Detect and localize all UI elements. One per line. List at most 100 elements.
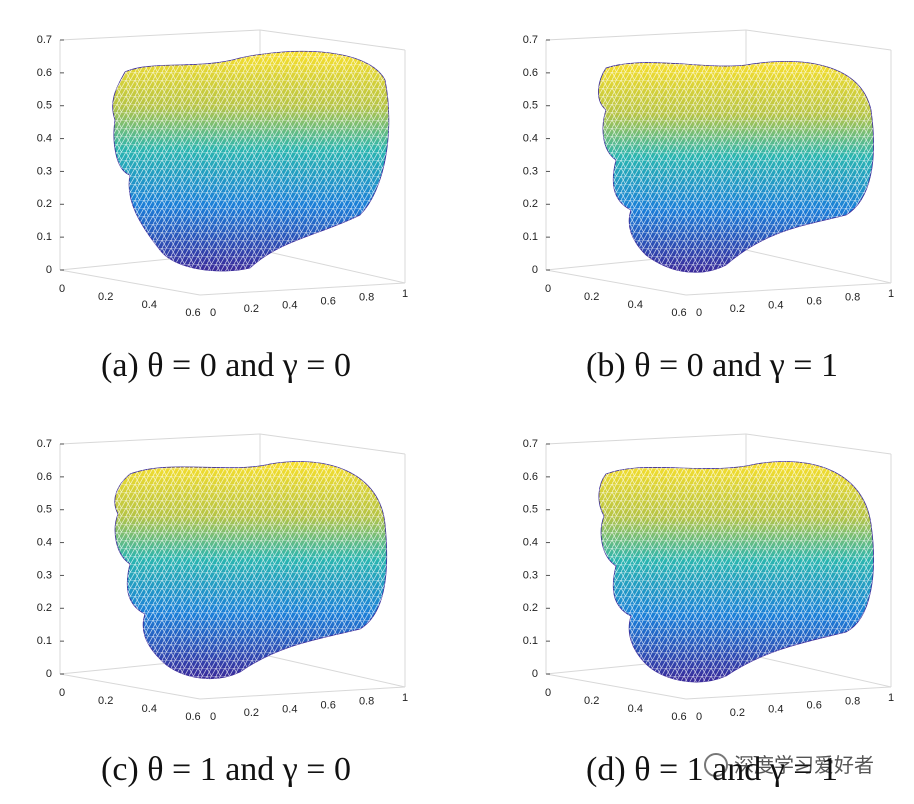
y-tick-label: 1 (888, 692, 894, 704)
z-tick-label: 0.7 (37, 34, 52, 46)
z-tick-label: 0 (532, 668, 538, 680)
watermark: 深度学习爱好者 (704, 753, 874, 777)
y-tick-label: 0.8 (359, 696, 374, 708)
x-tick-label: 0 (545, 687, 551, 699)
y-tick-label: 0 (210, 711, 216, 723)
y-tick-label: 0 (210, 307, 216, 319)
caption: (b) θ = 0 and γ = 1 (586, 347, 838, 384)
y-tick-label: 0.8 (845, 696, 860, 708)
z-tick-label: 0.2 (37, 198, 52, 210)
z-tick-label: 0.5 (37, 504, 52, 516)
z-tick-label: 0.3 (523, 165, 538, 177)
x-tick-label: 0.6 (671, 711, 686, 723)
y-tick-label: 0.4 (768, 703, 783, 715)
x-tick-label: 0.4 (628, 703, 643, 715)
box-edge (259, 433, 406, 455)
box-edge (685, 686, 892, 700)
y-tick-label: 0.8 (359, 292, 374, 304)
z-tick-label: 0.7 (523, 34, 538, 46)
z-tick-label: 0.2 (523, 602, 538, 614)
y-tick-label: 0.4 (282, 703, 297, 715)
box-edge (199, 686, 406, 700)
z-tick-label: 0 (532, 264, 538, 276)
x-tick-label: 0 (59, 283, 65, 295)
box-edge (259, 249, 406, 284)
mesh-lines (598, 461, 874, 683)
panel: 0 0.1 0.2 0.3 0.4 0.5 0.6 0.7 0 0.2 0.4 0.6 0 0.2 0.4 0… (523, 29, 894, 384)
panel: 0 0.1 0.2 0.3 0.4 0.5 0.6 0.7 0 0.2 0.4 0.6 0 0.2 0.4 0… (523, 433, 894, 788)
box-edge (199, 282, 406, 296)
box-edge (545, 269, 687, 296)
y-tick-label: 0.2 (244, 303, 259, 315)
box-edge (685, 282, 892, 296)
z-tick-label: 0.3 (37, 165, 52, 177)
box-edge (259, 29, 406, 51)
mesh-lines (598, 61, 874, 273)
x-tick-label: 0.6 (185, 307, 200, 319)
z-tick-label: 0.5 (523, 100, 538, 112)
box-edge (745, 433, 892, 455)
box-edge (545, 673, 687, 700)
z-tick-label: 0.1 (523, 231, 538, 243)
z-tick-label: 0.5 (37, 100, 52, 112)
z-tick-label: 0.6 (523, 67, 538, 79)
x-tick-label: 0.2 (98, 695, 113, 707)
z-tick-label: 0.2 (37, 602, 52, 614)
z-tick-label: 0.1 (523, 635, 538, 647)
x-tick-label: 0.4 (142, 299, 157, 311)
caption: (d) θ = 1 and γ = 1 (586, 751, 838, 788)
panel: 0 0.1 0.2 0.3 0.4 0.5 0.6 0.7 0 0.2 0.4 0.6 0 0.2 0.4 0… (37, 29, 408, 384)
box-edge (59, 673, 201, 700)
x-tick-label: 0.4 (142, 703, 157, 715)
watermark-text: 深度学习爱好者 (734, 753, 874, 777)
caption: (c) θ = 1 and γ = 0 (101, 751, 351, 788)
y-tick-label: 0 (696, 307, 702, 319)
z-tick-label: 0.1 (37, 635, 52, 647)
y-tick-label: 0.2 (730, 303, 745, 315)
y-tick-label: 1 (402, 288, 408, 300)
z-tick-label: 0.4 (37, 536, 52, 548)
y-tick-label: 0.8 (845, 292, 860, 304)
y-tick-label: 0.2 (730, 707, 745, 719)
x-tick-label: 0.2 (584, 695, 599, 707)
z-tick-label: 0.6 (37, 67, 52, 79)
x-tick-label: 0.2 (98, 291, 113, 303)
mesh-lines (114, 461, 387, 679)
y-tick-label: 0.6 (807, 296, 822, 308)
x-tick-label: 0.4 (628, 299, 643, 311)
y-tick-label: 0.4 (768, 299, 783, 311)
z-tick-label: 0.5 (523, 504, 538, 516)
x-tick-label: 0 (545, 283, 551, 295)
box-edge (745, 653, 892, 688)
watermark-icon (704, 753, 728, 777)
mesh-lines (112, 51, 389, 271)
x-tick-label: 0.2 (584, 291, 599, 303)
z-tick-label: 0.6 (523, 471, 538, 483)
y-tick-label: 0.6 (321, 700, 336, 712)
y-tick-label: 0.2 (244, 707, 259, 719)
z-tick-label: 0.3 (37, 569, 52, 581)
z-tick-label: 0 (46, 264, 52, 276)
box-edge (59, 433, 261, 445)
z-tick-label: 0.2 (523, 198, 538, 210)
box-edge (59, 269, 201, 296)
box-edge (745, 249, 892, 284)
z-tick-label: 0.6 (37, 471, 52, 483)
z-tick-label: 0.4 (523, 132, 538, 144)
box-edge (545, 433, 747, 445)
y-tick-label: 0.6 (807, 700, 822, 712)
y-tick-label: 1 (888, 288, 894, 300)
x-tick-label: 0 (59, 687, 65, 699)
z-tick-label: 0.7 (37, 438, 52, 450)
box-edge (545, 29, 747, 41)
box-edge (59, 29, 261, 41)
y-tick-label: 1 (402, 692, 408, 704)
z-tick-label: 0.4 (37, 132, 52, 144)
box-edge (745, 29, 892, 51)
caption: (a) θ = 0 and γ = 0 (101, 347, 351, 384)
z-tick-label: 0.7 (523, 438, 538, 450)
y-tick-label: 0.6 (321, 296, 336, 308)
z-tick-label: 0.4 (523, 536, 538, 548)
box-edge (259, 653, 406, 688)
